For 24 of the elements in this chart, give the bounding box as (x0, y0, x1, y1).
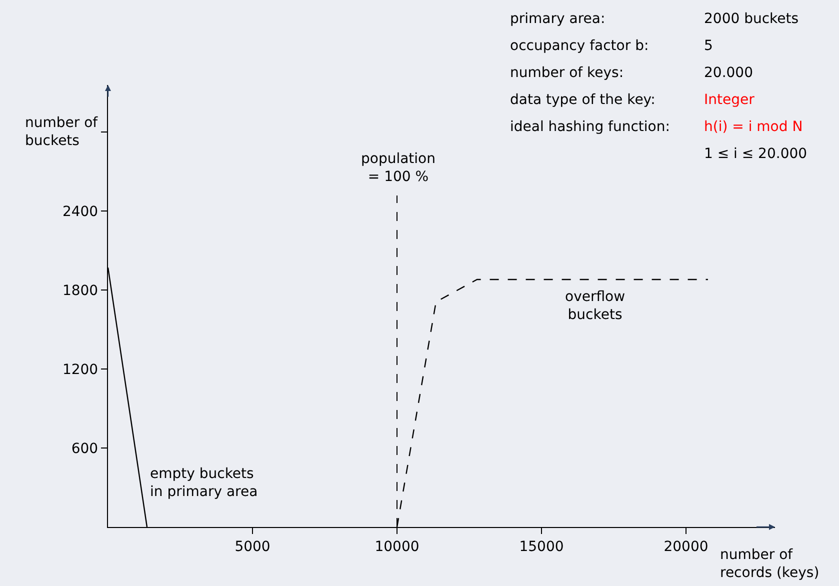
y-tick-label: 1800 (62, 282, 98, 299)
x-tick-label: 5000 (234, 538, 270, 555)
annotation: Integer (704, 92, 755, 108)
text: 5 (704, 38, 713, 54)
annotation: data type of the key: (510, 92, 656, 108)
text: number of keys: (510, 65, 624, 81)
y-axis-title: number of buckets (25, 115, 99, 150)
text: 2000 buckets (704, 11, 799, 27)
annotation: empty buckets in primary area (150, 466, 258, 500)
annotation: overflow buckets (565, 289, 626, 324)
y-tick-label: 600 (71, 440, 98, 457)
x-tick-label: 15000 (519, 538, 564, 555)
y-tick-label: 1200 (62, 362, 98, 378)
annotation: population = 100 % (361, 151, 436, 186)
x-axis-title: number of records (keys) (720, 547, 820, 582)
annotation: 1 ≤ i ≤ 20.000 (704, 146, 808, 162)
text: primary area: (510, 11, 606, 27)
text: 20.000 (704, 65, 753, 81)
y-tick-label: 2400 (62, 204, 98, 220)
annotation: ideal hashing function: (510, 119, 670, 135)
x-tick-label: 10000 (374, 538, 420, 555)
x-tick-label: 20000 (664, 538, 708, 555)
text: occupancy factor b: (510, 38, 649, 54)
annotation: h(i) = i mod N (704, 119, 803, 135)
